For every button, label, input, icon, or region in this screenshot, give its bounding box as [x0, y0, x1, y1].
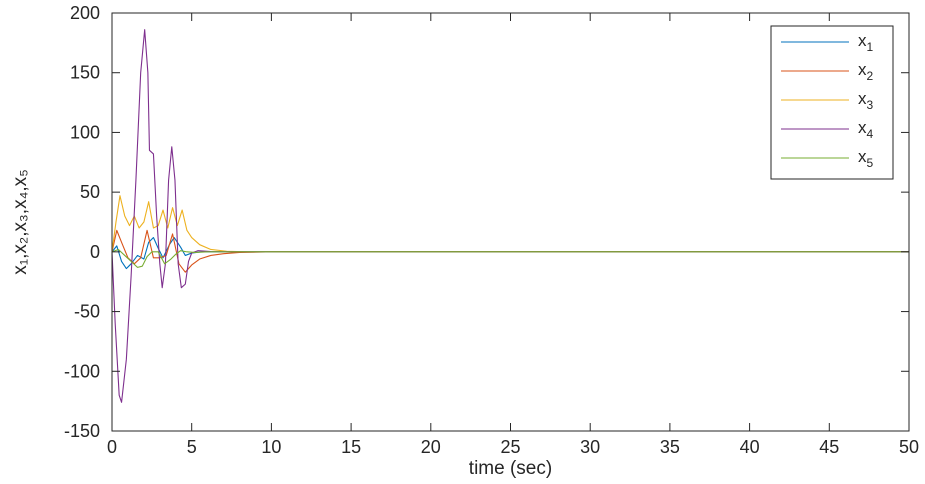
series-layer: [111, 29, 909, 403]
x-tick-label: 40: [740, 437, 760, 457]
legend: x1 x2 x3 x4 x5: [770, 25, 894, 180]
y-tick-label: 150: [70, 63, 100, 83]
y-tick-label: -100: [64, 361, 100, 381]
series-line-x5: [111, 248, 909, 268]
x-tick-label: 10: [261, 437, 281, 457]
x-tick-label: 30: [580, 437, 600, 457]
x-tick-label: 25: [500, 437, 520, 457]
x-tick-label: 45: [819, 437, 839, 457]
x-tick-label: 20: [421, 437, 441, 457]
x-tick-label: 15: [341, 437, 361, 457]
legend-box: [770, 25, 894, 180]
y-tick-label: 50: [80, 182, 100, 202]
y-tick-label: -150: [64, 421, 100, 441]
x-tick-label: 35: [660, 437, 680, 457]
x-tick-label: 50: [899, 437, 919, 457]
legend-label-x2: x2: [858, 60, 874, 83]
y-tick-label: -50: [74, 302, 100, 322]
y-tick-label: 0: [90, 242, 100, 262]
y-tick-label: 200: [70, 3, 100, 23]
x-axis-label: time (sec): [469, 458, 552, 479]
legend-label-x1: x1: [858, 31, 874, 54]
series-line-x3: [111, 195, 909, 253]
series-line-x4: [111, 29, 909, 403]
ticks-layer: 0 5 10 15 20 25 30 35 40 45 50 -150 -100 -50 0 50 100 150…: [64, 3, 919, 457]
legend-label-x4: x4: [858, 118, 874, 141]
y-tick-label: 100: [70, 122, 100, 142]
x-tick-label: 0: [107, 437, 117, 457]
y-axis-label: x₁,x₂,x₃,x₄,x₅: [10, 169, 31, 275]
legend-label-x3: x3: [858, 89, 874, 112]
legend-label-x5: x5: [858, 147, 874, 170]
x-tick-label: 5: [187, 437, 197, 457]
